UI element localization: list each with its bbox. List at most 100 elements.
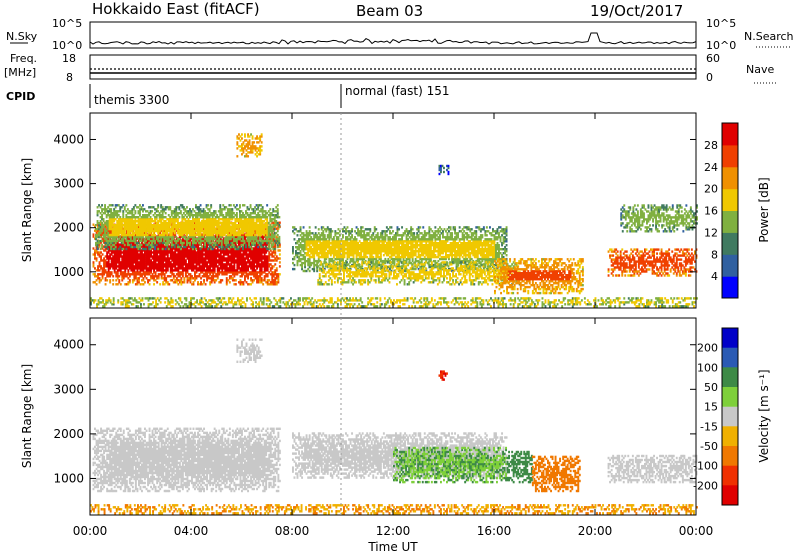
data-cell [102,233,105,237]
data-cell [194,227,196,230]
data-cell [145,231,147,235]
data-cell [110,227,113,231]
data-cell [227,269,230,272]
data-cell [194,277,196,280]
data-cell [134,251,137,254]
data-cell [213,271,216,274]
data-cell [241,241,243,244]
data-cell [246,214,249,217]
data-cell [256,265,259,268]
data-cell [186,253,189,256]
data-cell [232,225,235,229]
data-cell [245,249,248,252]
data-cell [218,253,221,256]
data-cell [136,229,138,233]
data-cell [169,269,172,272]
data-cell [109,257,112,260]
data-cell [115,257,118,260]
data-cell [105,241,108,245]
data-cell [141,261,143,264]
data-cell [262,283,265,286]
data-cell [192,257,195,260]
data-cell [127,255,130,258]
data-cell [174,259,177,262]
data-cell [154,221,157,224]
data-cell [137,237,140,241]
data-cell [268,255,271,258]
data-cell [205,204,208,207]
data-cell [196,239,199,243]
data-cell [150,261,153,264]
data-cell [222,225,225,229]
data-cell [221,267,224,270]
data-cell [138,279,140,282]
data-cell [207,237,210,241]
data-cell [207,275,210,278]
data-cell [192,261,195,264]
data-cell [201,233,204,236]
data-cell [100,257,103,260]
data-cell [245,229,247,233]
data-cell [265,267,268,270]
data-cell [95,283,98,286]
data-cell [265,227,268,230]
data-cell [192,229,194,233]
data-cell [222,231,225,235]
data-cell [145,267,148,270]
data-cell [171,279,174,282]
data-cell [251,247,254,251]
data-cell [188,261,190,264]
data-cell [181,249,184,252]
data-cell [119,239,122,243]
data-cell [136,227,138,231]
data-cell [149,216,152,219]
data-cell [215,233,218,236]
data-cell [191,237,193,240]
data-cell [95,237,97,241]
data-cell [202,218,205,221]
data-cell [246,231,249,235]
data-cell [115,263,118,266]
data-cell [216,253,219,256]
data-cell [124,249,127,252]
data-cell [101,253,104,256]
data-cell [133,261,136,264]
data-cell [238,249,240,252]
data-cell [198,249,201,252]
data-cell [107,243,110,247]
data-cell [237,233,240,237]
data-cell [131,220,134,223]
data-cell [239,257,242,260]
data-cell [167,222,170,225]
data-cell [142,224,144,227]
data-cell [107,239,110,243]
data-cell [156,253,159,256]
data-cell [189,279,192,282]
cpid-segment-2: normal (fast) 151 [345,84,449,98]
data-cell [112,275,115,278]
data-cell [243,218,246,221]
data-cell [144,265,146,268]
data-cell [166,267,169,270]
data-cell [237,208,240,211]
data-cell [152,245,155,249]
data-cell [166,259,169,262]
data-cell [117,233,120,237]
data-cell [131,216,134,219]
data-cell [225,279,228,282]
data-cell [242,214,244,217]
data-cell [253,261,256,264]
data-cell [151,227,154,231]
data-cell [208,233,211,237]
data-cell [173,220,176,223]
data-cell [192,283,195,286]
data-cell [229,210,232,213]
data-cell [173,231,176,235]
data-cell [176,214,179,217]
data-cell [249,231,252,235]
data-cell [215,253,218,256]
data-cell [104,227,107,231]
data-cell [246,206,249,209]
data-cell [265,263,268,266]
data-cell [176,231,179,235]
